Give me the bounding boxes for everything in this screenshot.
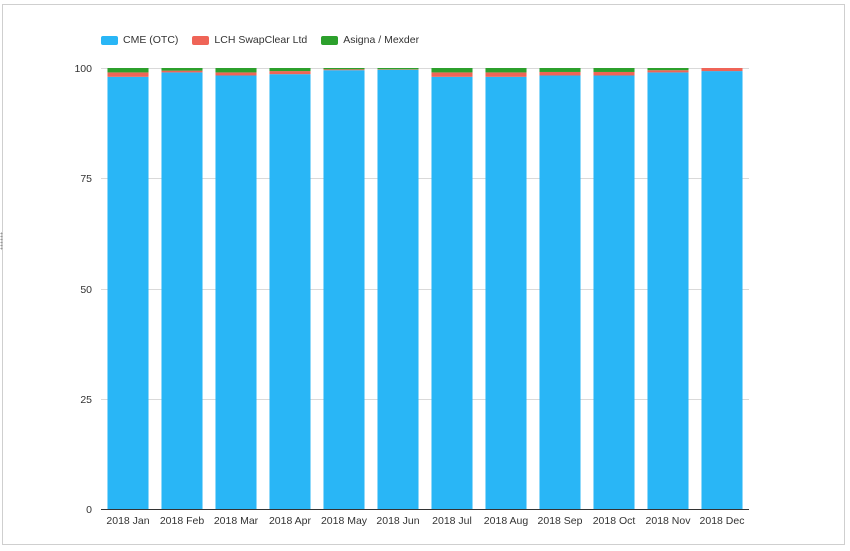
bar-segment-s0[interactable] [431, 76, 473, 509]
bar-segment-s2[interactable] [647, 68, 689, 71]
bar-stack[interactable] [539, 68, 581, 509]
y-tick-label: 50 [80, 284, 92, 296]
bar-segment-s2[interactable] [593, 68, 635, 72]
y-tick-label: 0 [86, 504, 92, 516]
bars [107, 68, 743, 509]
y-tick-label: 75 [80, 173, 92, 185]
bar-segment-s0[interactable] [161, 72, 203, 509]
legend-swatch-cme [101, 35, 118, 45]
bar-segment-s2[interactable] [107, 68, 149, 73]
bar-stack[interactable] [485, 68, 527, 509]
bar-segment-s2[interactable] [377, 68, 419, 70]
y-tick-label: 100 [74, 63, 92, 75]
bar-segment-s0[interactable] [593, 75, 635, 509]
x-tick-label: 2018 Aug [484, 515, 529, 527]
bar-stack[interactable] [269, 68, 311, 509]
bar-stack[interactable] [377, 68, 419, 509]
bar-segment-s1[interactable] [647, 70, 689, 73]
bar-segment-s2[interactable] [539, 68, 581, 72]
bar-stack[interactable] [323, 68, 365, 509]
bar-stack[interactable] [161, 68, 203, 509]
bar-segment-s0[interactable] [485, 76, 527, 509]
resize-grip-icon[interactable] [0, 232, 3, 250]
bar-stack[interactable] [431, 68, 473, 509]
bar-stack[interactable] [647, 68, 689, 509]
legend-label-cme: CME (OTC) [123, 34, 179, 46]
frame-corner [837, 4, 843, 9]
legend-item-lch[interactable]: LCH SwapClear Ltd [192, 34, 307, 46]
bar-stack[interactable] [593, 68, 635, 509]
bar-segment-s0[interactable] [107, 76, 149, 509]
x-tick-label: 2018 Feb [160, 515, 205, 527]
x-tick-label: 2018 Mar [214, 515, 259, 527]
legend-swatch-lch [192, 35, 210, 45]
bar-segment-s2[interactable] [161, 68, 203, 71]
x-tick-label: 2018 Jun [376, 515, 419, 527]
bar-segment-s2[interactable] [323, 68, 365, 70]
bar-segment-s1[interactable] [593, 71, 635, 76]
chart-legend: CME (OTC) LCH SwapClear Ltd Asigna / Mex… [101, 33, 433, 47]
bar-stack[interactable] [701, 68, 743, 509]
bar-segment-s0[interactable] [269, 74, 311, 509]
bar-segment-s1[interactable] [485, 72, 527, 77]
bar-segment-s0[interactable] [323, 70, 365, 509]
bar-segment-s1[interactable] [323, 69, 365, 71]
bar-segment-s0[interactable] [647, 72, 689, 509]
bar-segment-s0[interactable] [215, 75, 257, 509]
x-tick-label: 2018 Apr [269, 515, 312, 527]
bar-segment-s0[interactable] [701, 71, 743, 509]
bar-stack[interactable] [107, 68, 149, 509]
bar-segment-s0[interactable] [539, 75, 581, 509]
x-tick-label: 2018 Nov [646, 515, 692, 527]
bar-stack[interactable] [215, 68, 257, 509]
bar-segment-s1[interactable] [215, 72, 257, 76]
x-tick-label: 2018 Oct [593, 515, 636, 527]
bar-segment-s2[interactable] [269, 68, 311, 72]
bar-segment-s0[interactable] [377, 69, 419, 509]
gridlines [101, 68, 749, 400]
x-tick-label: 2018 Sep [538, 515, 583, 527]
x-tick-label: 2018 Jul [432, 515, 472, 527]
bar-segment-s1[interactable] [107, 72, 149, 77]
x-tick-label: 2018 Dec [700, 515, 745, 527]
bar-segment-s1[interactable] [431, 72, 473, 77]
bar-segment-s2[interactable] [431, 68, 473, 73]
y-axis-tick-labels: 0 25 50 75 100 [74, 63, 92, 516]
bar-segment-s1[interactable] [701, 68, 743, 72]
bar-segment-s2[interactable] [485, 68, 527, 73]
x-axis-tick-labels: 2018 Jan 2018 Feb 2018 Mar 2018 Apr 2018 May… [106, 515, 744, 527]
legend-swatch-asigna [321, 35, 339, 45]
y-tick-label: 25 [80, 394, 92, 406]
bar-segment-s1[interactable] [539, 71, 581, 76]
x-tick-label: 2018 May [321, 515, 368, 527]
x-tick-label: 2018 Jan [106, 515, 149, 527]
bar-segment-s1[interactable] [269, 71, 311, 75]
legend-label-asigna: Asigna / Mexder [343, 34, 420, 46]
bar-segment-s2[interactable] [215, 68, 257, 73]
legend-label-lch: LCH SwapClear Ltd [214, 34, 308, 46]
legend-item-asigna[interactable]: Asigna / Mexder [321, 34, 419, 46]
bar-segment-s1[interactable] [161, 70, 203, 73]
legend-item-cme[interactable]: CME (OTC) [101, 34, 178, 46]
